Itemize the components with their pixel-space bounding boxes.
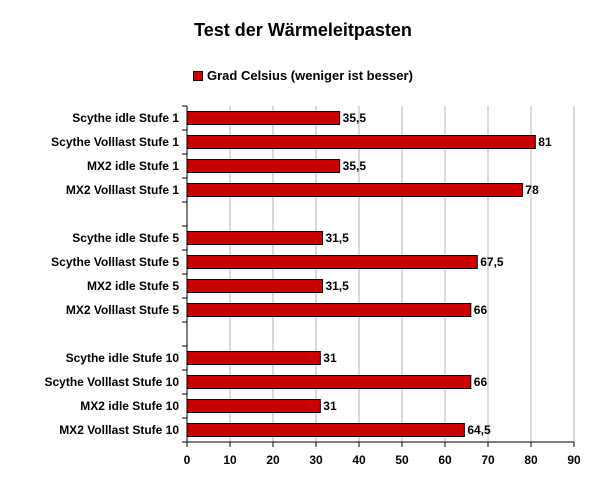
category-label: MX2 Volllast Stufe 10 <box>59 423 179 437</box>
value-label: 67,5 <box>480 255 504 269</box>
category-label: MX2 idle Stufe 10 <box>80 399 179 413</box>
legend-swatch <box>193 70 203 81</box>
x-tick-label: 10 <box>223 453 237 467</box>
x-tick-label: 30 <box>309 453 323 467</box>
category-label: Scythe idle Stufe 1 <box>72 111 179 125</box>
category-label: Scythe Volllast Stufe 10 <box>45 375 180 389</box>
value-label: 31,5 <box>325 231 349 245</box>
legend: Grad Celsius (weniger ist besser) <box>193 68 413 83</box>
category-label: Scythe Volllast Stufe 5 <box>51 255 179 269</box>
value-label: 81 <box>538 135 552 149</box>
category-label: MX2 idle Stufe 5 <box>87 279 179 293</box>
legend-label: Grad Celsius (weniger ist besser) <box>207 68 413 83</box>
x-tick-label: 0 <box>184 453 191 467</box>
category-label: Scythe Volllast Stufe 1 <box>51 135 179 149</box>
bar <box>186 231 323 245</box>
value-label: 31,5 <box>325 279 349 293</box>
category-label: MX2 Volllast Stufe 5 <box>66 303 179 317</box>
bar <box>186 135 536 149</box>
bar <box>186 399 321 413</box>
x-tick-label: 50 <box>395 453 409 467</box>
bar <box>186 183 523 197</box>
value-label: 78 <box>525 183 539 197</box>
category-label: Scythe idle Stufe 10 <box>66 351 180 365</box>
bar <box>186 255 478 269</box>
category-label: MX2 Volllast Stufe 1 <box>66 183 179 197</box>
value-label: 66 <box>474 303 488 317</box>
value-label: 31 <box>323 399 337 413</box>
x-tick-label: 70 <box>481 453 495 467</box>
bar <box>186 303 472 317</box>
value-label: 31 <box>323 351 337 365</box>
category-label: MX2 idle Stufe 1 <box>87 159 179 173</box>
bar <box>186 423 465 437</box>
value-label: 66 <box>474 375 488 389</box>
bar <box>186 351 321 365</box>
x-tick-label: 20 <box>266 453 280 467</box>
bar <box>186 159 341 173</box>
bar <box>186 111 341 125</box>
x-tick-label: 80 <box>524 453 538 467</box>
category-label: Scythe idle Stufe 5 <box>72 231 179 245</box>
bar <box>186 279 323 293</box>
chart-title: Test der Wärmeleitpasten <box>194 20 412 40</box>
value-label: 35,5 <box>343 111 367 125</box>
x-tick-label: 60 <box>438 453 452 467</box>
x-tick-label: 40 <box>352 453 366 467</box>
value-label: 35,5 <box>343 159 367 173</box>
value-label: 64,5 <box>467 423 491 437</box>
bar <box>186 375 472 389</box>
x-tick-label: 90 <box>567 453 581 467</box>
